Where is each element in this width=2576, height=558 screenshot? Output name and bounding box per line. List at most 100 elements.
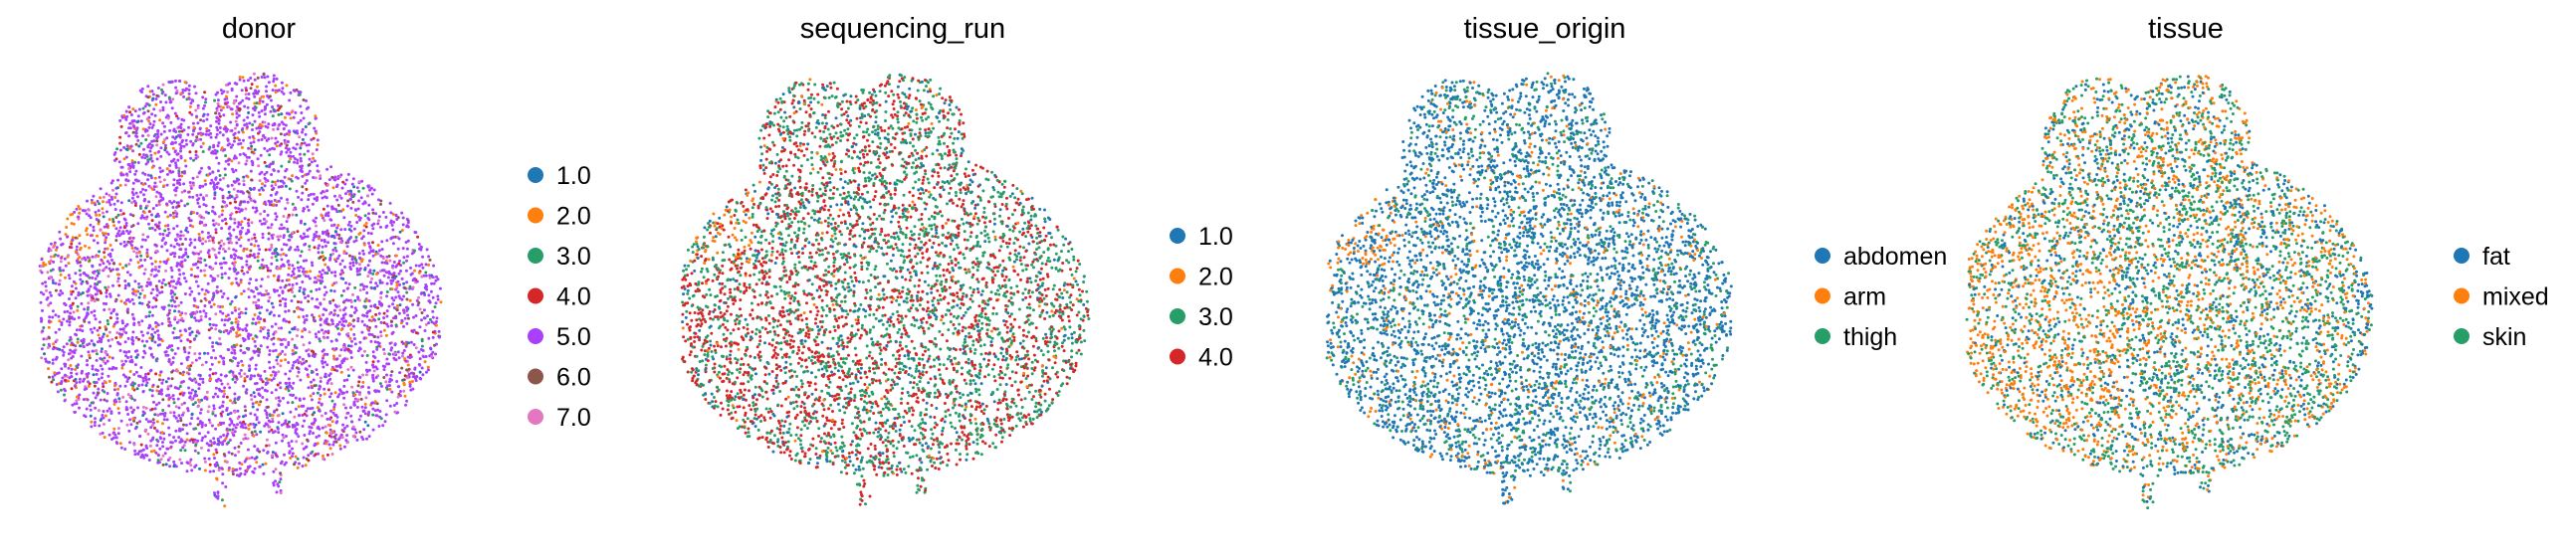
scatter-point — [196, 132, 200, 135]
scatter-point — [55, 355, 59, 359]
scatter-point — [250, 431, 254, 435]
scatter-point — [74, 272, 78, 276]
scatter-point — [276, 179, 280, 183]
scatter-point — [261, 258, 265, 262]
scatter-point — [351, 264, 355, 268]
scatter-point — [175, 336, 179, 339]
scatter-point — [301, 170, 304, 173]
scatter-point — [266, 149, 270, 153]
scatter-point — [239, 344, 243, 348]
scatter-point — [117, 411, 121, 415]
scatter-point — [306, 228, 310, 232]
scatter-point — [297, 266, 300, 270]
scatter-point — [197, 236, 201, 240]
scatter-point — [336, 203, 340, 207]
scatter-point — [310, 380, 313, 384]
scatter-point — [145, 339, 149, 343]
scatter-point — [201, 114, 205, 118]
scatter-point — [173, 299, 176, 303]
scatter-point — [422, 291, 426, 294]
scatter-point — [145, 215, 149, 219]
scatter-point — [221, 247, 225, 251]
scatter-point — [315, 216, 318, 220]
scatter-point — [110, 337, 114, 341]
scatter-point — [171, 159, 175, 163]
scatter-point — [403, 357, 407, 361]
scatter-point — [174, 239, 178, 243]
scatter-point — [235, 375, 238, 379]
scatter-point — [299, 266, 303, 269]
scatter-point — [161, 398, 165, 402]
scatter-point — [360, 354, 364, 358]
scatter-point — [67, 358, 71, 362]
scatter-point — [41, 308, 44, 312]
scatter-point — [222, 257, 226, 261]
scatter-point — [335, 257, 339, 261]
scatter-point — [187, 372, 191, 376]
scatter-point — [312, 238, 316, 242]
scatter-point — [133, 453, 137, 457]
scatter-point — [278, 293, 281, 297]
scatter-point — [346, 348, 350, 351]
scatter-point — [371, 354, 375, 358]
scatter-point — [321, 251, 324, 255]
scatter-point — [350, 385, 354, 389]
scatter-point — [189, 464, 193, 467]
scatter-point — [92, 373, 96, 377]
scatter-point — [212, 404, 216, 408]
scatter-point — [232, 187, 236, 191]
scatter-point — [380, 384, 383, 388]
scatter-point — [116, 340, 119, 344]
scatter-point — [308, 121, 312, 125]
scatter-point — [204, 311, 208, 315]
scatter-point — [237, 113, 241, 117]
scatter-point — [93, 424, 97, 428]
scatter-point — [125, 423, 129, 427]
scatter-point — [137, 374, 140, 378]
scatter-point — [322, 336, 326, 340]
scatter-point — [282, 396, 285, 400]
scatter-point — [271, 105, 274, 108]
scatter-point — [122, 157, 126, 161]
scatter-point — [267, 122, 271, 126]
scatter-point — [380, 248, 384, 252]
scatter-point — [194, 92, 198, 95]
scatter-point — [292, 115, 296, 119]
scatter-point — [294, 407, 298, 411]
scatter-point — [168, 320, 172, 324]
scatter-point — [332, 368, 336, 372]
scatter-point — [316, 391, 320, 395]
scatter-point — [145, 284, 149, 287]
scatter-point — [145, 381, 149, 385]
scatter-point — [107, 433, 111, 437]
scatter-point — [112, 262, 115, 266]
scatter-point — [214, 386, 218, 390]
scatter-point — [86, 343, 90, 347]
scatter-point — [67, 352, 71, 356]
scatter-point — [214, 323, 218, 327]
scatter-point — [153, 260, 157, 264]
scatter-point — [278, 480, 282, 484]
scatter-point — [185, 461, 189, 465]
scatter-point — [360, 179, 364, 183]
scatter-point — [374, 324, 378, 328]
scatter-point — [105, 288, 108, 292]
scatter-point — [433, 305, 437, 309]
scatter-point — [239, 230, 243, 234]
scatter-point — [293, 276, 297, 279]
scatter-point — [281, 412, 285, 416]
scatter-point — [276, 279, 280, 282]
scatter-point — [141, 333, 145, 337]
scatter-point — [143, 197, 146, 201]
scatter-point — [319, 318, 322, 321]
scatter-point — [70, 316, 74, 320]
scatter-point — [105, 236, 108, 240]
scatter-point — [181, 446, 185, 450]
scatter-point — [254, 344, 258, 348]
scatter-point — [189, 241, 193, 245]
scatter-point — [148, 227, 152, 231]
scatter-point — [124, 147, 128, 151]
scatter-point — [126, 310, 129, 314]
scatter-point — [229, 120, 233, 124]
scatter-point — [318, 397, 322, 401]
